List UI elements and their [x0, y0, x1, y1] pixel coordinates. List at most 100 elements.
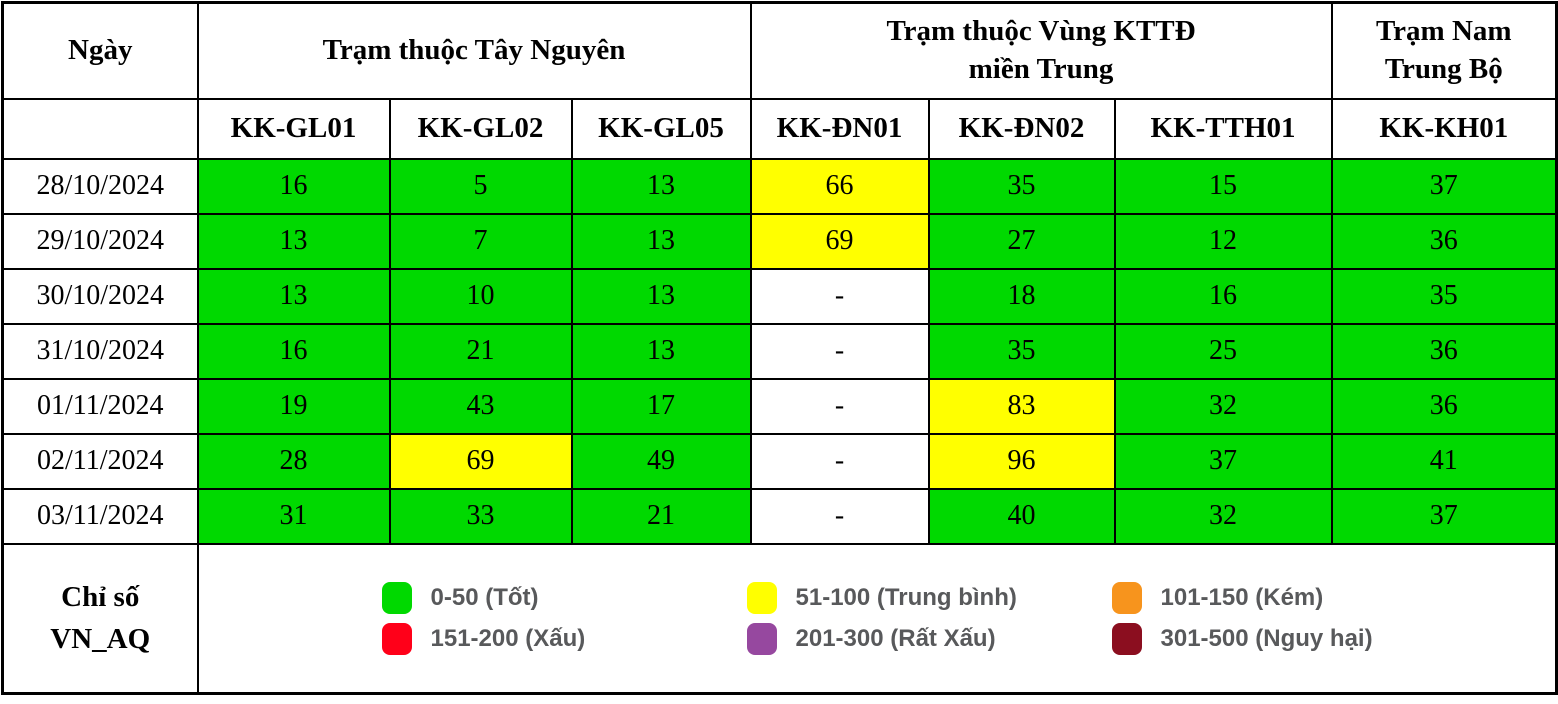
- header-station-kk-gl02: KK-GL02: [388, 97, 573, 160]
- header-date: Ngày: [1, 1, 199, 100]
- header-empty-cell: [1, 97, 199, 160]
- aqi-value-cell: 13: [196, 267, 391, 325]
- aqi-value-cell: 25: [1113, 322, 1333, 380]
- aqi-value-cell: 32: [1113, 487, 1333, 545]
- header-group-line: Trạm Nam: [1375, 15, 1512, 48]
- legend-swatch-icon: [1111, 581, 1142, 614]
- aqi-value-cell: 31: [196, 487, 391, 545]
- date-cell: 28/10/2024: [1, 157, 199, 215]
- aqi-value-cell: -: [749, 432, 930, 490]
- aqi-value-cell: 83: [927, 377, 1116, 435]
- aqi-value-cell: 35: [1330, 267, 1558, 325]
- header-group-tay-nguyen: Trạm thuộc Tây Nguyên: [196, 1, 752, 100]
- legend-column: 0-50 (Tốt) 151-200 (Xấu): [381, 581, 747, 655]
- header-station-kk-tth01: KK-TTH01: [1113, 97, 1333, 160]
- aqi-value-cell: 7: [388, 212, 573, 270]
- aqi-value-cell: 40: [927, 487, 1116, 545]
- aqi-value-cell: 96: [927, 432, 1116, 490]
- aqi-value-cell: 33: [388, 487, 573, 545]
- aqi-value-cell: -: [749, 377, 930, 435]
- legend-item: 201-300 (Rất Xấu): [746, 622, 1112, 655]
- aqi-value-cell: -: [749, 487, 930, 545]
- header-group-nam-trung-bo: Trạm Nam Trung Bộ: [1330, 1, 1558, 100]
- date-cell: 30/10/2024: [1, 267, 199, 325]
- aqi-value-cell: 13: [570, 267, 752, 325]
- aqi-value-cell: 13: [570, 212, 752, 270]
- aqi-value-cell: 19: [196, 377, 391, 435]
- aqi-value-cell: 17: [570, 377, 752, 435]
- header-station-kk-gl05: KK-GL05: [570, 97, 752, 160]
- legend-item-label: 51-100 (Trung bình): [795, 583, 1017, 611]
- aqi-value-cell: 37: [1330, 487, 1558, 545]
- table-row: 02/11/2024 28 69 49-96 37 41: [1, 432, 1558, 490]
- aqi-value-cell: 69: [388, 432, 573, 490]
- aqi-value-cell: 35: [927, 157, 1116, 215]
- header-station-kk-kh01: KK-KH01: [1330, 97, 1558, 160]
- legend: 0-50 (Tốt) 151-200 (Xấu) 51-100 (Trung bìn…: [196, 542, 1558, 695]
- aqi-value-cell: 18: [927, 267, 1116, 325]
- aqi-value-cell: 16: [196, 157, 391, 215]
- aqi-value-cell: 32: [1113, 377, 1333, 435]
- header-group-line: Trạm thuộc Tây Nguyên: [322, 33, 626, 66]
- header-station-kk-dn01: KK-ĐN01: [749, 97, 930, 160]
- aqi-value-cell: 13: [570, 157, 752, 215]
- legend-item-label: 301-500 (Nguy hại): [1160, 624, 1373, 652]
- legend-swatch-icon: [746, 622, 777, 655]
- legend-swatch-icon: [381, 622, 412, 655]
- header-station-kk-gl01: KK-GL01: [196, 97, 391, 160]
- aqi-value-cell: -: [749, 322, 930, 380]
- header-group-line: Trung Bộ: [1384, 52, 1503, 85]
- table-row: 31/10/2024 16 21 13-35 25 36: [1, 322, 1558, 380]
- aqi-value-cell: 37: [1330, 157, 1558, 215]
- legend-row: Chỉ số VN_AQ 0-50 (Tốt) 151-200 (Xấu) 51-1…: [1, 542, 1558, 695]
- table-row: 28/10/2024 16 5 13 66 35 15 37: [1, 157, 1558, 215]
- legend-items: 0-50 (Tốt) 151-200 (Xấu) 51-100 (Trung bìn…: [200, 581, 1555, 655]
- legend-swatch-icon: [1111, 622, 1142, 655]
- aqi-value-cell: 13: [570, 322, 752, 380]
- legend-column: 51-100 (Trung bình) 201-300 (Rất Xấu): [746, 581, 1112, 655]
- aqi-value-cell: 5: [388, 157, 573, 215]
- legend-column: 101-150 (Kém) 301-500 (Nguy hại): [1111, 581, 1477, 655]
- aqi-value-cell: 37: [1113, 432, 1333, 490]
- aqi-value-cell: 66: [749, 157, 930, 215]
- legend-title-line: VN_AQ: [50, 623, 151, 656]
- aqi-value-cell: 27: [927, 212, 1116, 270]
- aqi-value-cell: 16: [196, 322, 391, 380]
- legend-swatch-icon: [746, 581, 777, 614]
- aqi-value-cell: 41: [1330, 432, 1558, 490]
- legend-item: 151-200 (Xấu): [381, 622, 747, 655]
- aqi-value-cell: 12: [1113, 212, 1333, 270]
- table-row: 30/10/2024 13 10 13-18 16 35: [1, 267, 1558, 325]
- aqi-value-cell: 49: [570, 432, 752, 490]
- table-row: 01/11/2024 19 43 17-83 32 36: [1, 377, 1558, 435]
- aqi-value-cell: 21: [388, 322, 573, 380]
- legend-title-line: Chỉ số: [61, 581, 140, 614]
- aqi-value-cell: 36: [1330, 322, 1558, 380]
- legend-item-label: 151-200 (Xấu): [430, 624, 586, 652]
- aqi-value-cell: 69: [749, 212, 930, 270]
- legend-item: 101-150 (Kém): [1111, 581, 1477, 614]
- legend-title: Chỉ số VN_AQ: [1, 542, 199, 695]
- header-station-kk-dn02: KK-ĐN02: [927, 97, 1116, 160]
- aqi-value-cell: 36: [1330, 377, 1558, 435]
- aqi-value-cell: -: [749, 267, 930, 325]
- aqi-value-cell: 35: [927, 322, 1116, 380]
- table-row: 03/11/2024 31 33 21-40 32 37: [1, 487, 1558, 545]
- header-station-row: KK-GL01 KK-GL02 KK-GL05 KK-ĐN01 KK-ĐN02 …: [1, 97, 1558, 160]
- aqi-value-cell: 43: [388, 377, 573, 435]
- aqi-value-cell: 16: [1113, 267, 1333, 325]
- aqi-value-cell: 21: [570, 487, 752, 545]
- aqi-value-cell: 13: [196, 212, 391, 270]
- legend-item: 51-100 (Trung bình): [746, 581, 1112, 614]
- aqi-value-cell: 15: [1113, 157, 1333, 215]
- table-body: 28/10/2024 16 5 13 66 35 15 37 29/10/2024 13 7 13 69…: [1, 157, 1558, 545]
- date-cell: 02/11/2024: [1, 432, 199, 490]
- header-group-line: miền Trung: [968, 52, 1114, 85]
- table-row: 29/10/2024 13 7 13 69 27 12 36: [1, 212, 1558, 270]
- aqi-value-cell: 10: [388, 267, 573, 325]
- legend-item: 301-500 (Nguy hại): [1111, 622, 1477, 655]
- date-cell: 31/10/2024: [1, 322, 199, 380]
- legend-item: 0-50 (Tốt): [381, 581, 747, 614]
